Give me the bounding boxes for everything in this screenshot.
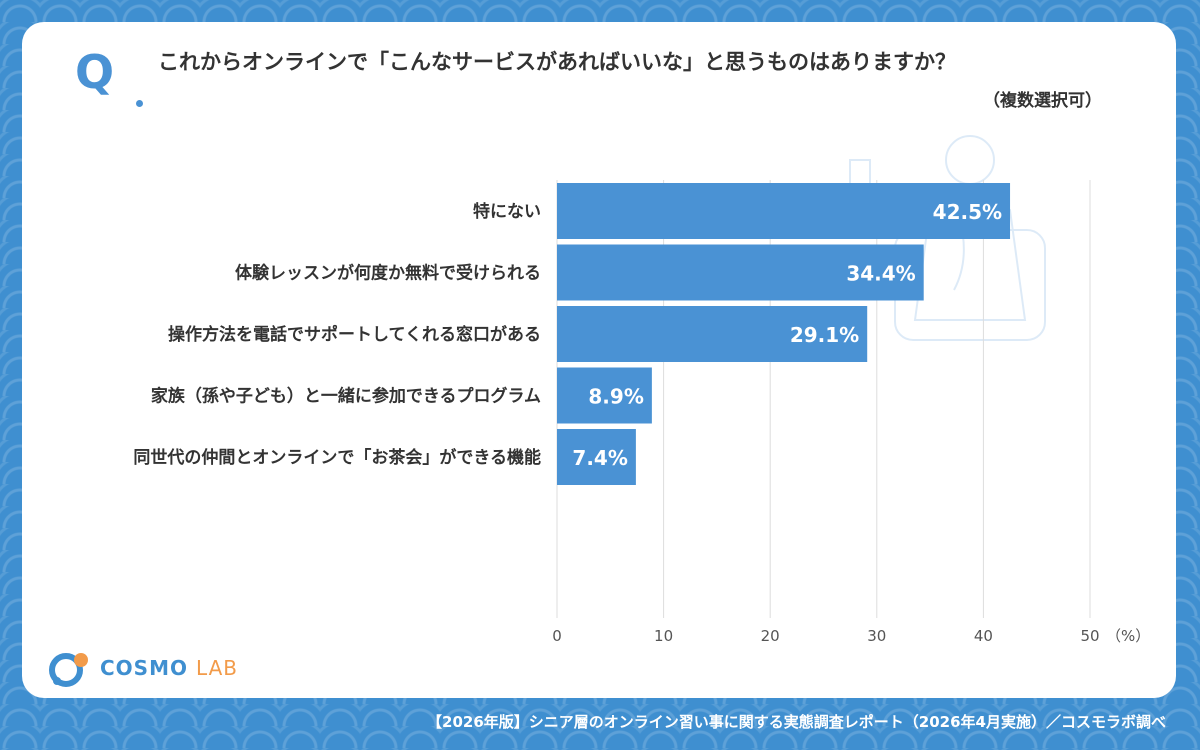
cosmo-lab-logo-icon bbox=[49, 653, 88, 687]
category-label: 家族（孫や子ども）と一緒に参加できるプログラム bbox=[151, 386, 541, 407]
question-mark-dot bbox=[136, 100, 143, 107]
logo-brand-main: COSMO bbox=[100, 656, 188, 680]
category-labels: 特にない体験レッスンが何度か無料で受けられる操作方法を電話でサポートしてくれる窓… bbox=[133, 201, 541, 468]
x-axis-unit: （%） bbox=[1106, 627, 1150, 645]
logo-wordmark: COSMO LAB bbox=[100, 656, 238, 680]
value-label: 42.5% bbox=[933, 200, 1002, 224]
category-label: 特にない bbox=[473, 201, 541, 222]
bar bbox=[557, 367, 652, 424]
bar bbox=[557, 306, 868, 362]
x-tick-label: 40 bbox=[974, 627, 993, 645]
question-mark: Q bbox=[75, 45, 115, 99]
value-label: 34.4% bbox=[846, 262, 915, 286]
value-label: 8.9% bbox=[588, 385, 643, 409]
value-labels: 42.5% 34.4% 29.1% 8.9% 7.4% bbox=[572, 200, 1002, 470]
source-footer: 【2026年版】シニア層のオンライン習い事に関する実態調査レポート（2026年4… bbox=[427, 713, 1166, 731]
category-label: 同世代の仲間とオンラインで「お茶会」ができる機能 bbox=[133, 447, 541, 468]
value-label: 29.1% bbox=[790, 323, 859, 347]
bars bbox=[557, 183, 1011, 485]
bar bbox=[557, 244, 924, 301]
bar bbox=[557, 429, 636, 485]
x-tick-label: 0 bbox=[552, 627, 562, 645]
logo-brand-sub: LAB bbox=[195, 656, 238, 680]
x-tick-label: 50 bbox=[1080, 627, 1099, 645]
value-label: 7.4% bbox=[572, 446, 627, 470]
question-title: これからオンラインで「こんなサービスがあればいいな」と思うものはありますか？ bbox=[158, 50, 956, 74]
x-tick-label: 30 bbox=[867, 627, 886, 645]
category-label: 体験レッスンが何度か無料で受けられる bbox=[235, 263, 541, 284]
x-tick-label: 20 bbox=[761, 627, 780, 645]
category-label: 操作方法を電話でサポートしてくれる窓口がある bbox=[168, 324, 541, 345]
bar bbox=[557, 183, 1011, 239]
x-axis-ticks: 0 10 20 30 40 50 bbox=[552, 627, 1099, 645]
cosmo-lab-logo: COSMO LAB bbox=[48, 648, 238, 688]
multiple-choice-note: （複数選択可） bbox=[983, 91, 1102, 111]
x-tick-label: 10 bbox=[654, 627, 673, 645]
